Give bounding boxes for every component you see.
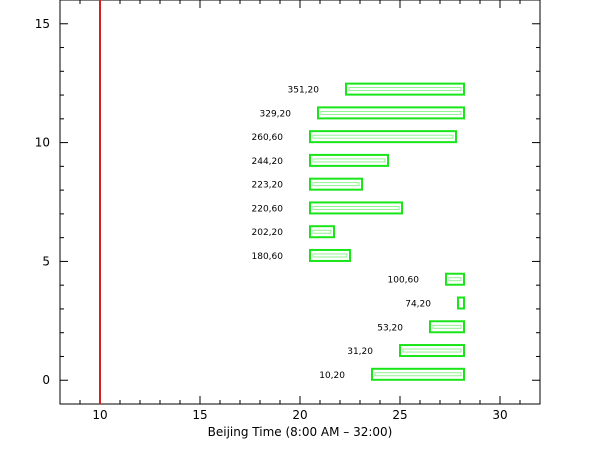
bar [345, 82, 465, 96]
x-axis-label: Beijing Time (8:00 AM – 32:00) [208, 425, 393, 439]
bar-label: 329,20 [260, 109, 292, 119]
bar-outline [457, 296, 465, 310]
bar-label: 244,20 [252, 157, 284, 167]
bar-outline [309, 225, 335, 239]
bar-label: 260,60 [252, 133, 284, 143]
axis-ticks: 10 15 20 25 30 0 5 10 15 [35, 0, 541, 422]
bar-label: 53,20 [377, 323, 403, 333]
x-tick-label: 30 [492, 408, 507, 422]
bar-outline [399, 344, 465, 358]
bar-label: 74,20 [405, 300, 431, 310]
x-tick-label: 20 [292, 408, 307, 422]
y-tick-label: 5 [42, 254, 50, 268]
bar-label: 223,20 [252, 181, 284, 191]
bar [309, 225, 335, 239]
bars-layer [309, 82, 465, 381]
bar-inner-stripe [348, 87, 462, 92]
bar [445, 272, 465, 286]
bar-outline [309, 177, 363, 191]
y-tick-label: 0 [42, 373, 50, 387]
bar-outline [309, 248, 351, 262]
bar-outline [309, 130, 457, 144]
bar-inner-stripe [320, 110, 462, 115]
bar-label: 220,60 [252, 204, 284, 214]
x-tick-label: 10 [92, 408, 107, 422]
bar-inner-stripe [374, 372, 462, 377]
bar-outline [445, 272, 465, 286]
bar [309, 130, 457, 144]
bar-outline [371, 367, 465, 381]
bar [429, 320, 465, 334]
bar-outline [309, 153, 389, 167]
bar-label: 10,20 [319, 371, 345, 381]
bar [457, 296, 465, 310]
bar-label: 31,20 [347, 347, 373, 357]
bar-inner-stripe [312, 229, 332, 234]
bar-inner-stripe [312, 253, 348, 258]
bar-labels-layer: 10,20 31,20 53,20 74,20 100,60 180,60 202,20 22… [252, 86, 432, 381]
bar [309, 153, 389, 167]
bar [309, 177, 363, 191]
bar-outline [429, 320, 465, 334]
plot-frame [59, 0, 541, 405]
bar-label: 202,20 [252, 228, 284, 238]
bar-inner-stripe [312, 206, 400, 210]
bar-inner-stripe [448, 277, 462, 282]
bar [371, 367, 465, 381]
bar [399, 344, 465, 358]
bar-label: 351,20 [288, 86, 320, 96]
bar [309, 248, 351, 262]
y-tick-label: 15 [35, 17, 50, 31]
x-tick-label: 15 [192, 408, 207, 422]
bar [309, 201, 403, 215]
bar-inner-stripe [312, 134, 454, 139]
bar-outline [345, 82, 465, 96]
bar [317, 106, 465, 120]
bar-inner-stripe [312, 158, 386, 163]
bar-label: 180,60 [252, 252, 284, 262]
bar-inner-stripe [432, 324, 462, 329]
bar-inner-stripe [312, 182, 360, 187]
bar-inner-stripe [402, 348, 462, 353]
y-tick-label: 10 [35, 136, 50, 150]
bar-outline [309, 201, 403, 215]
bar-outline [317, 106, 465, 120]
bar-label: 100,60 [388, 276, 420, 286]
x-tick-label: 25 [392, 408, 407, 422]
